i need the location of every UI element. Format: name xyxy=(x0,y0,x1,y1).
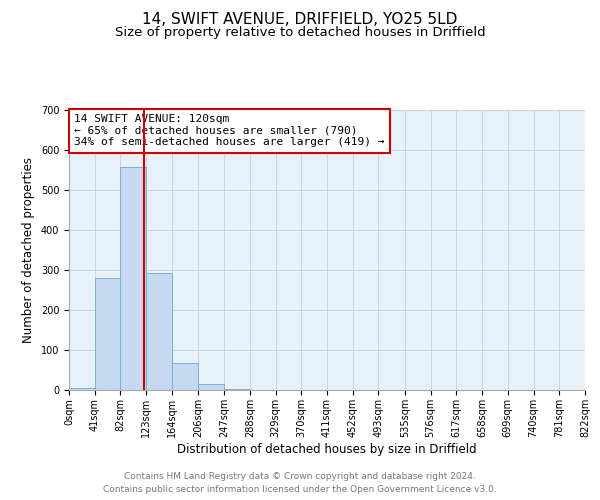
Bar xyxy=(146,273,172,390)
Bar xyxy=(95,278,121,390)
X-axis label: Distribution of detached houses by size in Driffield: Distribution of detached houses by size … xyxy=(177,442,477,456)
Text: Contains public sector information licensed under the Open Government Licence v3: Contains public sector information licen… xyxy=(103,485,497,494)
Bar xyxy=(121,167,146,390)
Bar xyxy=(172,363,199,390)
Text: Size of property relative to detached houses in Driffield: Size of property relative to detached ho… xyxy=(115,26,485,39)
Text: Contains HM Land Registry data © Crown copyright and database right 2024.: Contains HM Land Registry data © Crown c… xyxy=(124,472,476,481)
Text: 14, SWIFT AVENUE, DRIFFIELD, YO25 5LD: 14, SWIFT AVENUE, DRIFFIELD, YO25 5LD xyxy=(142,12,458,28)
Bar xyxy=(224,389,250,390)
Text: 14 SWIFT AVENUE: 120sqm
← 65% of detached houses are smaller (790)
34% of semi-d: 14 SWIFT AVENUE: 120sqm ← 65% of detache… xyxy=(74,114,385,148)
Y-axis label: Number of detached properties: Number of detached properties xyxy=(22,157,35,343)
Bar xyxy=(69,388,95,390)
Bar xyxy=(199,384,224,390)
